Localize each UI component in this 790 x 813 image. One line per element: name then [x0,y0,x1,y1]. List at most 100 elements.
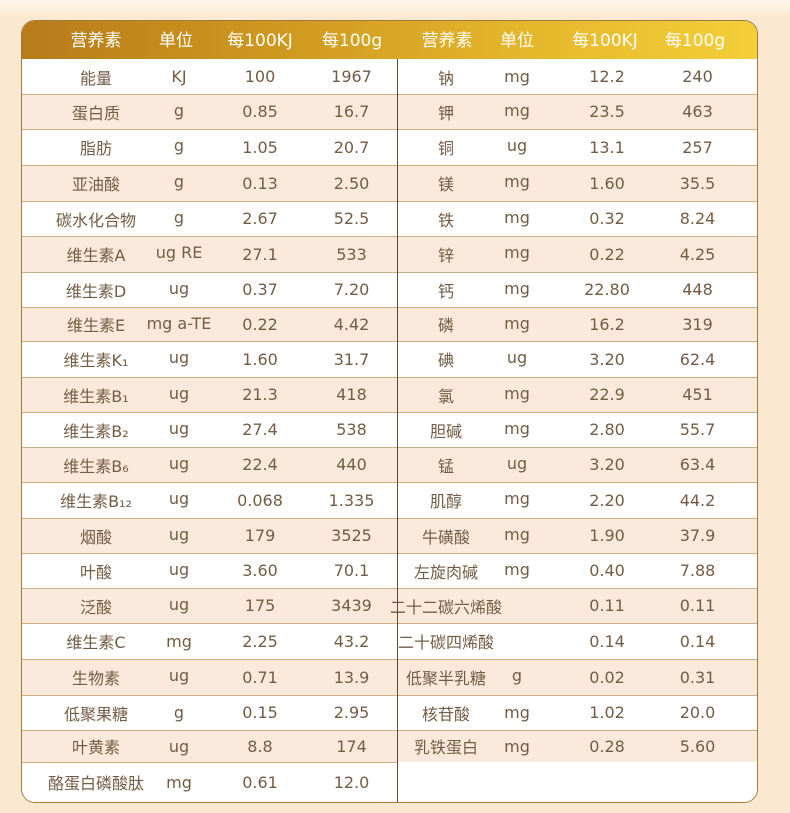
left-per100g-cell: 13.9 [333,667,370,687]
left-per100kj-cell: 2.25 [242,631,278,651]
right-unit-cell: ug [506,348,528,367]
right-per100g-cell: 7.88 [679,561,716,580]
right-per100g-cell: 20.0 [679,703,716,722]
right-unit-cell: mg [504,703,530,722]
right-per100kj-cell: 0.22 [589,244,625,264]
right-per100kj-cell: 13.1 [589,137,625,157]
header-per100kj-right: 每100KJ [572,31,638,51]
left-nutrient-cell: 维生素K₁ [63,351,129,370]
left-unit-cell: mg [166,772,192,792]
right-unit-cell [482,623,552,659]
left-per100g-cell: 43.2 [333,631,370,651]
left-nutrient-cell: 碳水化合物 [55,210,136,230]
right-per100kj-cell: 23.5 [589,102,625,121]
right-per100g-cell: 463 [682,102,713,121]
row-separator [22,377,757,378]
right-unit-cell: g [511,666,523,685]
left-per100kj-cell: 0.068 [237,490,283,510]
left-per100kj-cell: 21.3 [242,385,278,404]
left-per100g-cell: 16.7 [333,102,370,121]
right-per100g-cell: 63.4 [679,455,716,474]
right-per100kj-cell: 1.90 [589,526,625,545]
left-nutrient-cell: 泛酸 [79,597,112,617]
left-nutrient-cell: 维生素D [65,281,127,301]
right-per100g-cell: 257 [682,137,713,157]
row-separator [22,518,757,519]
right-unit-cell: mg [504,243,530,262]
table-row: 低聚果糖 g 0.15 2.95 核苷酸 mg 1.02 20.0 [22,695,757,730]
right-per100g-cell: 240 [682,67,713,86]
right-per100g-cell: 37.9 [679,526,716,545]
row-separator [22,695,757,696]
left-nutrient-cell: 叶酸 [79,562,112,582]
right-per100g-cell: 55.7 [679,420,716,439]
right-per100kj-cell: 1.02 [589,703,625,722]
right-per100kj-cell: 2.80 [589,420,625,439]
right-nutrient-cell: 牛磺酸 [421,527,470,547]
table-row: 生物素 ug 0.71 13.9 低聚半乳糖 g 0.02 0.31 [22,659,757,695]
right-nutrient-cell: 胆碱 [429,421,462,441]
row-separator [22,412,757,413]
left-per100kj-cell: 27.1 [242,244,278,264]
right-unit-cell: ug [506,454,528,473]
left-nutrient-cell: 脂肪 [79,139,112,158]
left-unit-cell: ug [168,454,190,473]
right-nutrient-cell: 氯 [437,386,454,406]
left-per100kj-cell: 0.71 [242,667,278,687]
left-per100g-cell: 31.7 [333,349,370,369]
left-per100g-cell: 70.1 [333,561,370,580]
left-nutrient-cell: 维生素B₂ [63,421,129,441]
table-row: 脂肪 g 1.05 20.7 铜 ug 13.1 257 [22,129,757,165]
right-per100g-cell: 35.5 [679,173,716,193]
left-unit-cell: mg a-TE [146,314,212,333]
right-per100kj-cell: 3.20 [589,455,625,474]
left-per100kj-cell: 0.61 [242,772,278,792]
right-nutrient-cell: 钾 [437,103,454,123]
header-unit-left: 单位 [159,31,193,51]
right-per100g-cell: 0.11 [679,596,716,615]
right-per100kj-cell: 2.20 [589,490,625,510]
table-row: 烟酸 ug 179 3525 牛磺酸 mg 1.90 37.9 [22,518,757,553]
right-per100kj-cell: 0.32 [589,209,625,228]
table-row: 维生素B₁₂ ug 0.068 1.335 肌醇 mg 2.20 44.2 [22,482,757,518]
right-unit-cell: mg [504,101,530,120]
row-separator [22,94,757,95]
right-per100kj-cell: 0.28 [589,736,625,756]
right-nutrient-cell: 钠 [437,68,454,88]
right-per100g-cell: 451 [682,385,713,404]
right-per100kj-cell: 16.2 [589,314,625,334]
right-nutrient-cell: 钙 [437,281,454,301]
right-nutrient-cell: 左旋肉碱 [413,562,478,582]
left-unit-cell: ug RE [155,243,203,262]
left-per100kj-cell: 1.05 [242,137,278,157]
right-per100g-cell: 4.25 [679,244,716,264]
left-per100kj-cell: 8.8 [247,736,273,756]
left-per100g-cell: 7.20 [333,280,370,299]
right-nutrient-cell: 乳铁蛋白 [413,738,478,757]
left-per100kj-cell: 1.60 [242,349,278,369]
right-unit-cell: mg [504,384,530,403]
table-header: 营养素 单位 每100KJ 每100g 营养素 单位 每100KJ 每100g [22,21,757,59]
left-per100g-cell: 418 [336,385,367,404]
left-per100kj-cell: 0.22 [242,314,278,334]
right-unit-cell: mg [504,67,530,86]
table-row: 蛋白质 g 0.85 16.7 钾 mg 23.5 463 [22,94,757,129]
row-separator [22,272,757,273]
header-per100kj-left: 每100KJ [227,31,293,51]
header-nutrient-left: 营养素 [70,31,122,51]
left-per100kj-cell: 175 [244,596,276,615]
table-row: 亚油酸 g 0.13 2.50 镁 mg 1.60 35.5 [22,165,757,201]
left-per100g-cell: 2.50 [333,173,370,193]
right-per100g-cell: 5.60 [679,736,716,756]
table-row: 能量 KJ 100 1967 钠 mg 12.2 240 [22,59,757,94]
row-separator [22,659,757,660]
left-per100kj-cell: 2.67 [242,209,278,228]
row-separator [22,623,757,624]
table-row: 叶黄素 ug 8.8 174 乳铁蛋白 mg 0.28 5.60 [22,730,757,762]
left-unit-cell: ug [168,736,190,756]
left-unit-cell: ug [168,419,190,438]
nutrition-table: 营养素 单位 每100KJ 每100g 营养素 单位 每100KJ 每100g … [21,20,758,803]
table-row: 维生素K₁ ug 1.60 31.7 碘 ug 3.20 62.4 [22,341,757,377]
right-nutrient-cell: 二十碳四烯酸 [398,633,495,652]
left-unit-cell: g [173,703,185,722]
